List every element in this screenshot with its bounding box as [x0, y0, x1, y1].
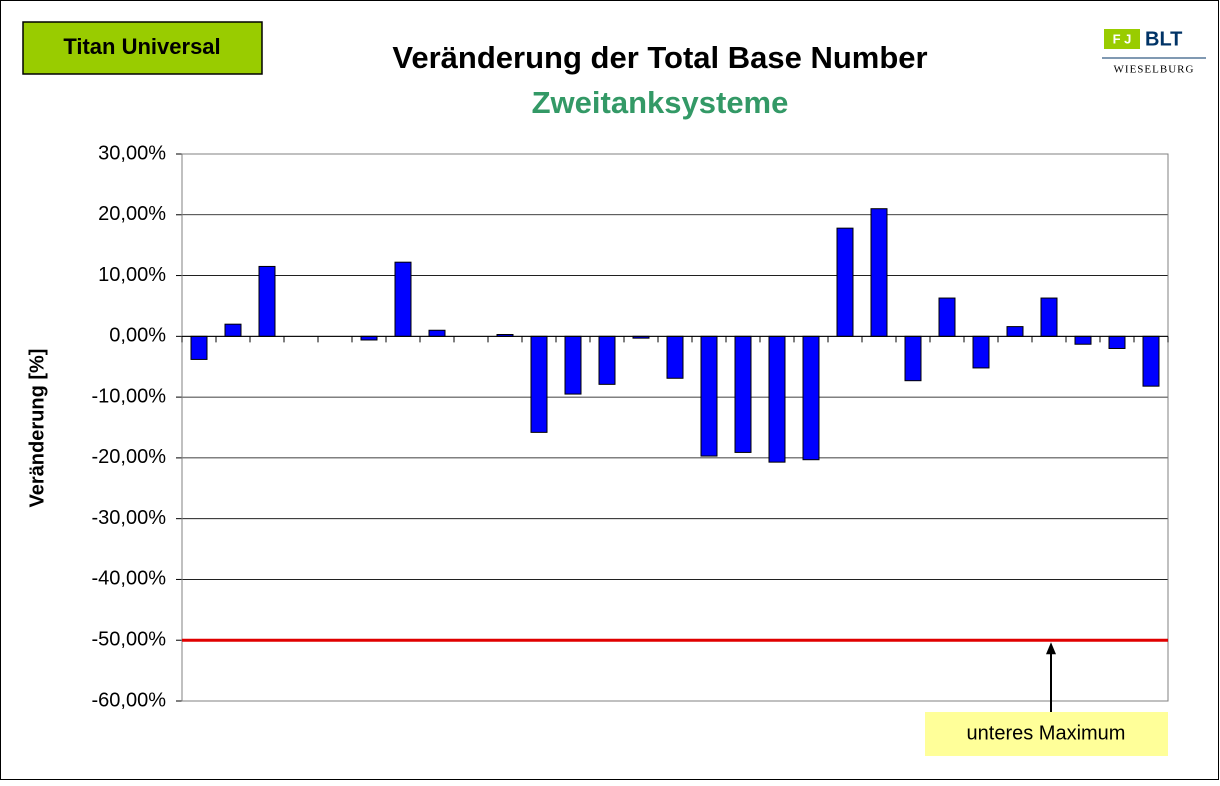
plot-area	[181, 153, 1169, 702]
y-tick-label: -10,00%	[92, 385, 167, 407]
bar	[972, 335, 990, 369]
bar	[938, 297, 956, 337]
bar	[224, 323, 242, 337]
logo-box	[1104, 29, 1140, 49]
bar	[700, 335, 718, 457]
annotation-box	[925, 712, 1168, 756]
bar	[734, 335, 752, 453]
bar	[1108, 335, 1126, 349]
chart-title: Veränderung der Total Base Number	[392, 40, 927, 75]
bar	[258, 265, 276, 337]
logo-place: WIESELBURG	[1114, 64, 1195, 76]
bar	[1142, 335, 1160, 387]
bar	[768, 335, 786, 463]
y-tick-label: -30,00%	[92, 507, 167, 529]
bar	[598, 335, 616, 385]
y-tick-label: -20,00%	[92, 446, 167, 468]
bar	[802, 335, 820, 461]
y-tick-label: -40,00%	[92, 568, 167, 590]
bar	[360, 335, 378, 341]
bar	[190, 335, 208, 360]
chart-subtitle: Zweitanksysteme	[532, 85, 789, 120]
badge: Titan Universal	[63, 34, 220, 59]
bar	[1006, 326, 1024, 337]
bar	[1040, 297, 1058, 337]
y-tick-label: -50,00%	[92, 629, 167, 651]
bar	[1074, 335, 1092, 345]
y-tick-label: 30,00%	[98, 142, 166, 164]
bar	[836, 227, 854, 337]
bar	[564, 335, 582, 395]
badge-box	[22, 21, 263, 75]
bar	[530, 335, 548, 433]
bar	[666, 335, 684, 379]
y-tick-label: 20,00%	[98, 203, 166, 225]
y-tick-label: -60,00%	[92, 689, 167, 711]
bar	[394, 261, 412, 337]
y-tick-label: 0,00%	[109, 325, 166, 347]
annotation-arrowhead	[1046, 642, 1056, 655]
bar	[904, 335, 922, 382]
bar	[428, 329, 446, 337]
logo-name: BLT	[1145, 28, 1182, 50]
annotation: unteres Maximum	[967, 722, 1126, 744]
bar	[870, 208, 888, 337]
y-tick-label: 10,00%	[98, 264, 166, 286]
y-axis-label: Veränderung [%]	[26, 349, 48, 508]
logo-mark: F J	[1113, 31, 1132, 46]
